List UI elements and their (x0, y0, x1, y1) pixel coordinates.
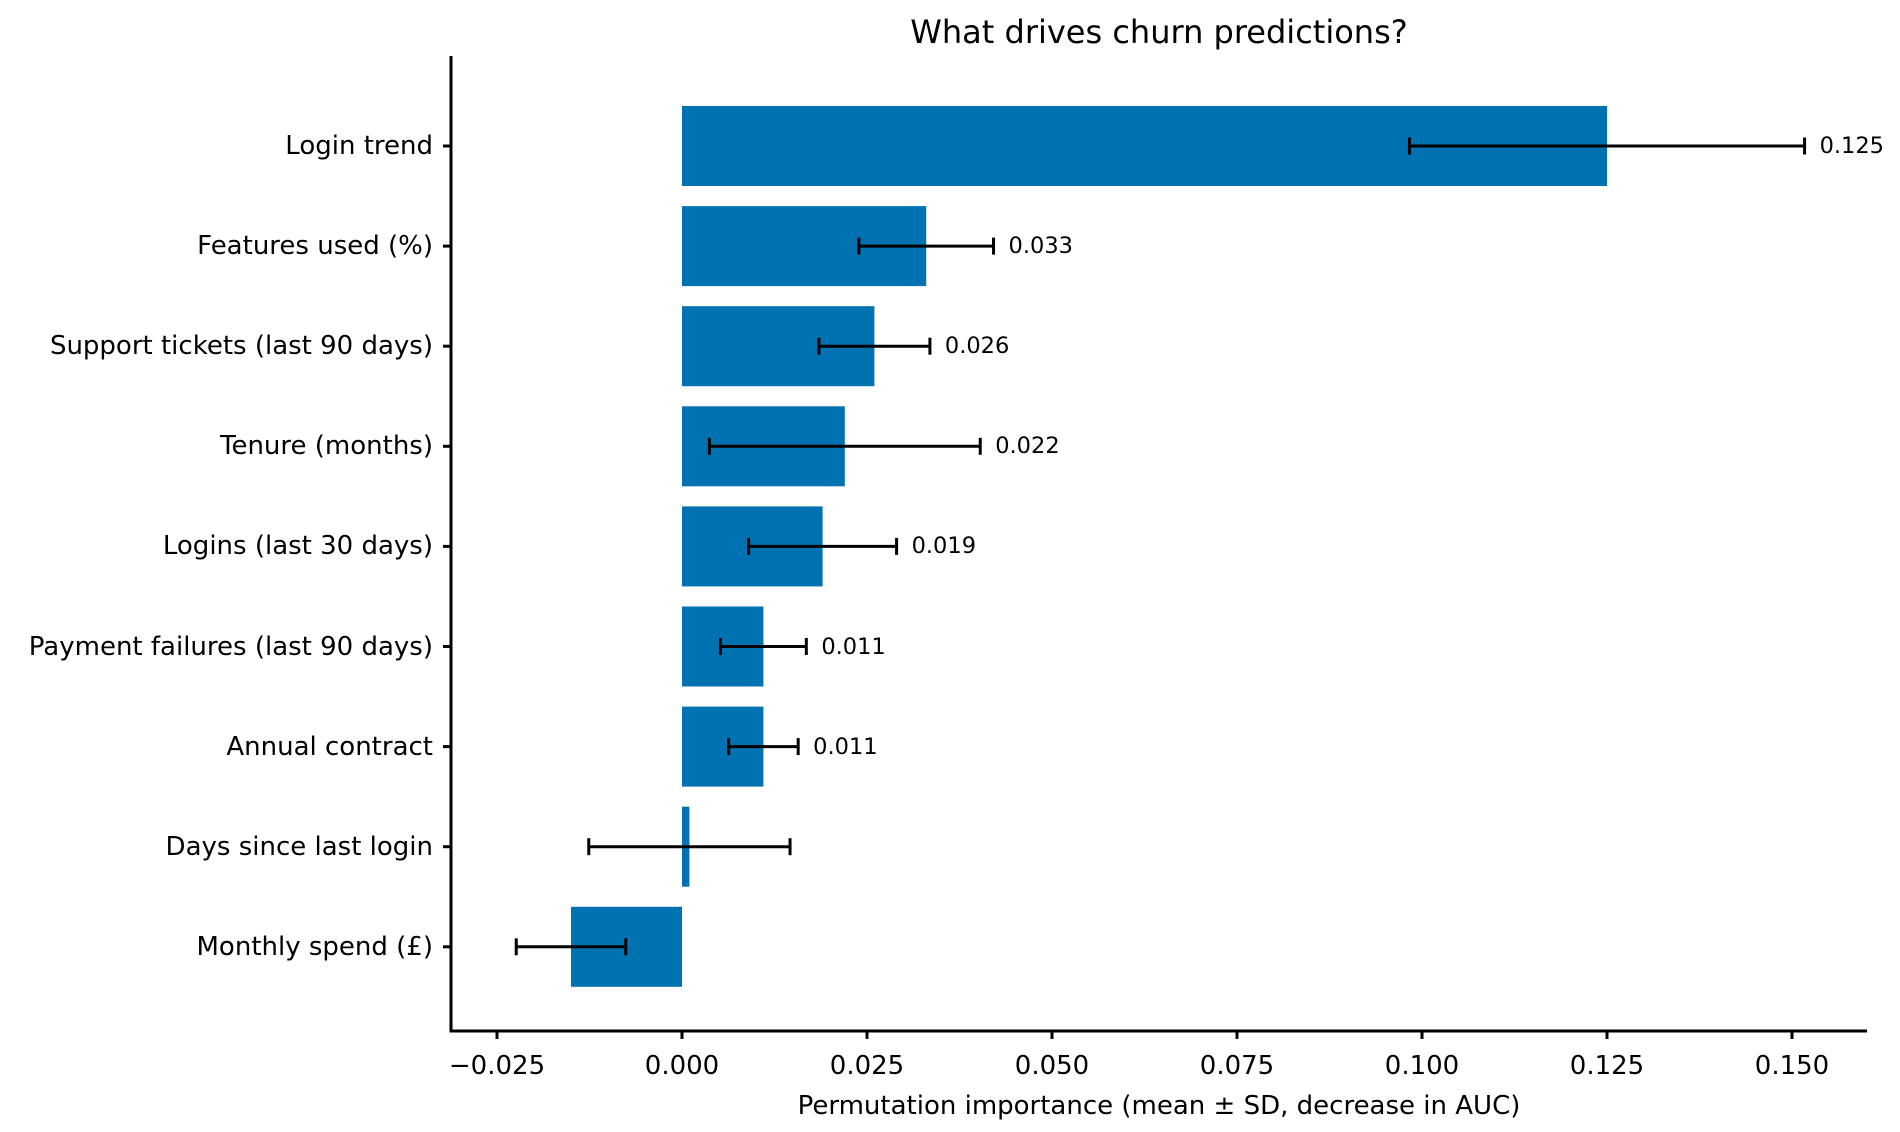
bar-value-label: 0.022 (995, 433, 1060, 460)
bars-group (571, 106, 1607, 987)
bar-value-label: 0.033 (1008, 233, 1073, 260)
y-tick-label: Features used (%) (197, 231, 433, 262)
y-tick-label: Days since last login (165, 831, 433, 862)
y-tick-label: Tenure (months) (219, 431, 433, 462)
y-ticks (443, 144, 451, 949)
x-ticks (495, 1031, 1794, 1039)
x-tick-label: 0.075 (1199, 1051, 1275, 1081)
y-tick-label: Support tickets (last 90 days) (49, 331, 433, 362)
errorbars-group (514, 137, 1807, 956)
x-tick-label: 0.150 (1754, 1051, 1830, 1081)
bar-value-label: 0.026 (944, 333, 1010, 360)
y-tick-label: Annual contract (226, 731, 433, 762)
y-tick-label: Login trend (285, 131, 433, 161)
x-tick-label: 0.025 (829, 1051, 905, 1081)
x-tick-label: −0.025 (448, 1051, 546, 1081)
y-tick-label: Logins (last 30 days) (162, 531, 433, 562)
y-tick-label: Monthly spend (£) (196, 931, 434, 962)
bar-value-label: 0.019 (911, 533, 977, 560)
bar-value-label: 0.125 (1819, 133, 1884, 159)
bar-value-label: 0.011 (813, 733, 878, 760)
x-axis-label: Permutation importance (mean ± SD, decre… (797, 1091, 1521, 1121)
x-tick-label: 0.000 (644, 1051, 720, 1081)
bar-value-label: 0.011 (821, 633, 886, 660)
x-tick-label: 0.100 (1384, 1051, 1460, 1081)
chart-title: What drives churn predictions? (910, 13, 1408, 51)
x-tick-label: 0.050 (1014, 1051, 1090, 1081)
x-tick-label: 0.125 (1569, 1051, 1645, 1081)
y-tick-label: Payment failures (last 90 days) (28, 631, 433, 662)
